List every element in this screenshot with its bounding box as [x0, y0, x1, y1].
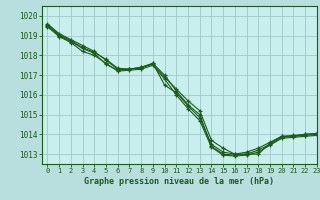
X-axis label: Graphe pression niveau de la mer (hPa): Graphe pression niveau de la mer (hPa)	[84, 177, 274, 186]
